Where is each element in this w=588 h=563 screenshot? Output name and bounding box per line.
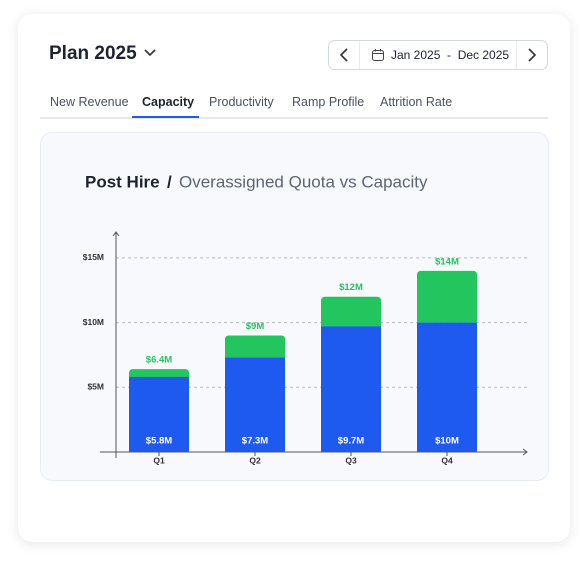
calendar-icon [372,49,384,61]
total-label: $6.4M [146,355,172,366]
bar-segment-total [321,296,381,327]
tab[interactable]: New Revenue [50,95,129,109]
chart-title: Post Hire [85,172,160,191]
bar-segment-total [129,369,189,377]
dropdown-chevron[interactable] [143,46,157,60]
x-tick-label: Q1 [153,455,165,465]
bar-segment [321,326,381,452]
x-tick-label: Q2 [249,455,261,465]
total-label: $12M [339,282,363,293]
x-axis-arrow [522,448,528,456]
date-picker: Jan 2025 - Dec 2025 [328,40,548,70]
y-tick-label: $5M [87,382,104,392]
bar-segment [225,357,285,452]
chart-subtitle: Overassigned Quota vs Capacity [179,172,428,191]
tab[interactable]: Attrition Rate [380,95,453,109]
x-tick-label: Q4 [441,455,453,465]
active-tab-indicator [132,116,199,118]
data-label: $7.3M [242,436,268,447]
next-button[interactable] [516,41,547,69]
y-tick-label: $15M [83,252,104,262]
y-axis-arrow [112,231,120,237]
x-tick-label: Q3 [345,455,357,465]
bar-segment-total [417,270,477,323]
total-label: $9M [246,321,265,332]
bar-segment-total [225,335,285,358]
y-tick-label: $10M [83,317,104,327]
total-label: $14M [435,256,459,267]
data-label: $10M [435,436,459,447]
data-label: $9.7M [338,436,364,447]
tab[interactable]: Productivity [209,95,274,109]
bar-segment [417,322,477,452]
plan-title[interactable]: Plan 2025 [49,43,137,64]
prev-button[interactable] [329,41,360,69]
tab[interactable]: Capacity [142,95,195,109]
title-separator: / [167,172,172,191]
date-range[interactable]: Jan 2025 - Dec 2025 [391,48,510,62]
tab[interactable]: Ramp Profile [292,95,365,109]
bar-segment [129,376,189,452]
data-label: $5.8M [146,436,172,447]
tab-divider [40,117,548,119]
